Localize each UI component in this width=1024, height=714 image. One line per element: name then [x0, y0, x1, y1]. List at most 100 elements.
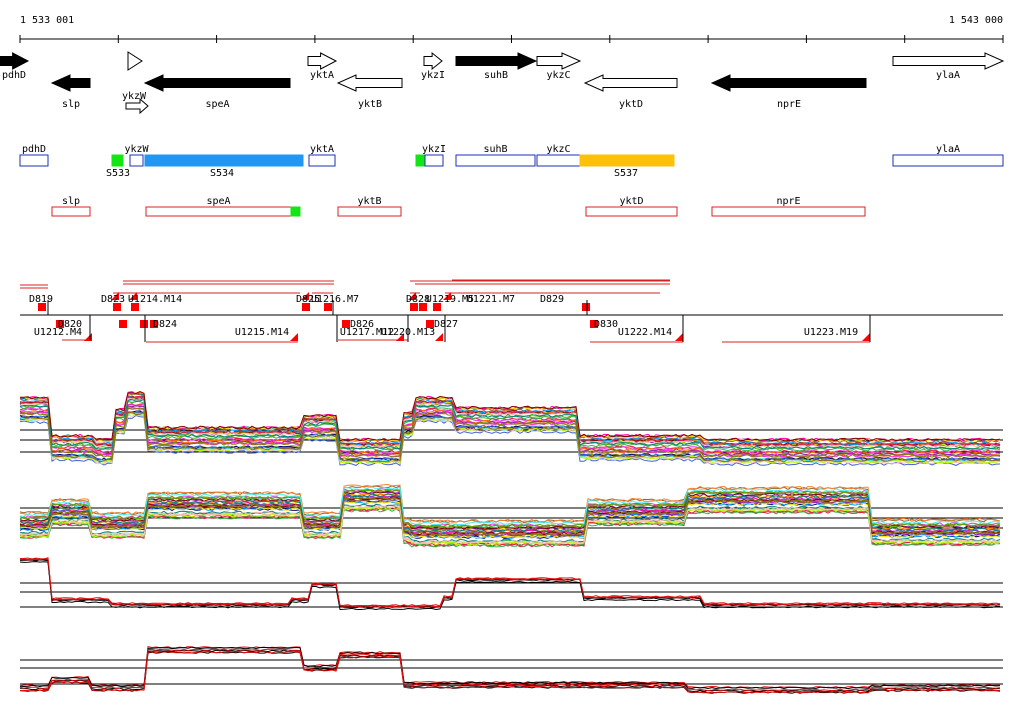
lower-feature-label: U1215.M14	[235, 327, 289, 338]
feature-marker	[131, 303, 139, 311]
reverse-segment-label: yktB	[357, 196, 381, 207]
lower-feature-label: D826	[350, 319, 374, 330]
expression-trace	[19, 395, 1001, 447]
lower-feature-label: U1217.M12	[340, 327, 394, 338]
gene-arrow-yktA	[307, 52, 338, 70]
feature-marker	[433, 303, 441, 311]
expression-profile-tracks	[19, 390, 1003, 694]
expression-trace	[19, 561, 1001, 611]
expression-trace	[19, 413, 1001, 464]
coordinate-ruler: 1 533 001 1 543 000	[19, 15, 1004, 43]
expression-trace	[19, 411, 1001, 462]
expression-trace	[19, 497, 1001, 536]
expression-trace	[19, 398, 1001, 450]
forward-segment	[308, 154, 336, 167]
feature-corner-marker	[443, 292, 451, 300]
feature-marker	[150, 320, 158, 328]
upper-feature-label: D823	[101, 294, 125, 305]
expression-trace	[19, 390, 1001, 442]
feature-marker	[590, 320, 598, 328]
reverse-segment	[51, 206, 91, 217]
gene-label-ykzC: ykzC	[546, 70, 570, 81]
feature-marker	[426, 320, 434, 328]
gene-arrow-slp	[50, 74, 91, 92]
gene-arrow-ylaA	[892, 52, 1005, 70]
lower-feature-label: D830	[594, 319, 618, 330]
expression-trace	[19, 489, 1001, 528]
lower-feature-label: D820	[58, 319, 82, 330]
gene-arrow-pdhD	[0, 52, 30, 70]
expression-trace	[19, 646, 1001, 690]
expression-trace	[19, 483, 1001, 523]
gene-arrow-ykzC	[536, 52, 582, 70]
feature-corner-marker	[290, 333, 298, 341]
upper-feature-label: D819	[29, 294, 53, 305]
feature-corner-marker	[675, 333, 683, 341]
forward-segment	[424, 154, 444, 167]
reverse-segment-label: nprE	[776, 196, 800, 207]
expression-trace	[19, 649, 1001, 693]
gene-arrow-yktD	[583, 74, 678, 92]
reverse-segment-label: yktD	[619, 196, 643, 207]
feature-marker	[419, 303, 427, 311]
gene-label-ykzW: ykzW	[122, 91, 147, 102]
gene-label-yktA: yktA	[310, 70, 334, 81]
expression-trace	[19, 503, 1001, 543]
forward-segment	[19, 154, 49, 167]
feature-corner-marker	[435, 333, 443, 341]
upper-feature-label: U1216.M7	[311, 294, 359, 305]
expression-trace	[19, 500, 1001, 539]
gene-label-yktB: yktB	[358, 99, 382, 110]
lower-feature-label: D824	[153, 319, 177, 330]
expression-trace	[19, 508, 1000, 548]
expression-trace	[20, 486, 1001, 526]
lower-feature-label: U1220.M13	[381, 327, 435, 338]
segment-id-label: S533	[106, 168, 130, 179]
lower-feature-label: U1222.M14	[618, 327, 672, 338]
gene-arrow-ykzW-small	[125, 97, 149, 115]
forward-segment	[536, 154, 581, 167]
feature-corner-marker	[129, 292, 137, 300]
upper-feature-label: D829	[540, 294, 564, 305]
forward-segment-label: suhB	[483, 144, 507, 155]
forward-segment-track: pdhD ykzW yktA ykzI suhB ykzC ylaA S533 S534 S537	[19, 144, 1004, 179]
expression-trace	[19, 558, 1001, 608]
feature-marker	[342, 320, 350, 328]
gene-label-ykzI: ykzI	[421, 70, 445, 81]
feature-corner-marker	[862, 333, 870, 341]
forward-segment	[579, 154, 675, 167]
expression-trace	[19, 397, 1001, 449]
gene-label-speA: speA	[205, 99, 229, 110]
range-start-label: 1 533 001	[20, 15, 74, 26]
feature-marker	[302, 303, 310, 311]
upper-feature-label: U1214.M14	[128, 294, 182, 305]
feature-marker	[56, 320, 64, 328]
lower-feature-label: U1212.M4	[34, 327, 82, 338]
forward-segment	[111, 154, 124, 167]
forward-segment-label: yktA	[310, 144, 334, 155]
reverse-segment	[337, 206, 402, 217]
reverse-segment	[711, 206, 866, 217]
forward-segment-label: ylaA	[936, 144, 960, 155]
expression-trace	[19, 402, 1001, 455]
forward-segment-label: ykzI	[422, 144, 446, 155]
gene-arrow-speA	[143, 74, 291, 92]
gene-label-suhB: suhB	[484, 70, 508, 81]
upper-feature-label: U1219.M5	[426, 294, 474, 305]
gene-arrow-nprE	[710, 74, 867, 92]
expression-trace	[19, 504, 1001, 544]
feature-marker	[324, 303, 332, 311]
feature-corner-marker	[111, 292, 119, 300]
segment-id-label: S534	[210, 168, 234, 179]
reverse-segment	[145, 206, 292, 217]
feature-corner-marker	[408, 292, 416, 300]
expression-trace	[19, 557, 1001, 607]
gene-arrow-yktB	[336, 74, 403, 92]
forward-segment-label: ykzW	[124, 144, 149, 155]
forward-segment-label: ykzC	[546, 144, 570, 155]
gene-arrow-ykzI	[423, 51, 443, 71]
expression-trace	[19, 493, 1001, 533]
gene-label-slp: slp	[62, 99, 80, 110]
feature-marker	[119, 320, 127, 328]
